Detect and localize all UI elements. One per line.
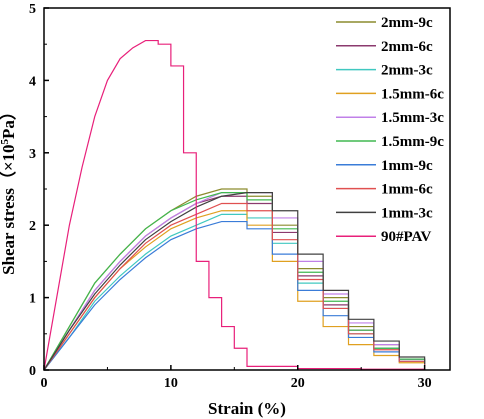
legend-label-7: 1mm-6c <box>381 182 433 198</box>
series-line-9 <box>43 39 426 371</box>
legend-label-8: 1mm-3c <box>381 205 433 221</box>
series-layer <box>43 39 426 371</box>
legend-label-0: 2mm-9c <box>381 15 433 31</box>
x-tick-label-1: 10 <box>164 376 178 391</box>
y-tick-label-4: 4 <box>29 74 36 89</box>
series-line-7 <box>43 202 426 371</box>
series-line-8 <box>43 192 426 371</box>
y-tick-label-0: 0 <box>29 364 36 379</box>
axis-layer: 0 10 20 30 0 1 2 3 4 5 <box>29 2 432 391</box>
x-tick-label-3: 30 <box>418 376 432 391</box>
legend-label-3: 1.5mm-6c <box>381 86 444 102</box>
legend: 2mm-9c 2mm-6c 2mm-3c 1.5mm-6c 1.5mm-3c 1.5mm-… <box>336 15 444 245</box>
y-axis-title-prefix: Shear stress（×10 <box>0 144 18 274</box>
x-tick-label-2: 20 <box>291 376 305 391</box>
y-tick-label-3: 3 <box>29 147 36 162</box>
legend-label-4: 1.5mm-3c <box>381 110 444 126</box>
y-tick-label-2: 2 <box>29 219 36 234</box>
plot-area: 0 10 20 30 0 1 2 3 4 5 <box>29 2 451 391</box>
series-line-5 <box>43 192 426 371</box>
y-axis-title-suffix: Pa） <box>0 103 18 139</box>
legend-label-1: 2mm-6c <box>381 39 433 55</box>
series-line-6 <box>43 220 426 371</box>
legend-label-2: 2mm-3c <box>381 63 433 79</box>
y-axis-title: Shear stress（×105Pa） <box>0 103 18 275</box>
legend-label-9: 90#PAV <box>381 229 431 245</box>
legend-label-6: 1mm-9c <box>381 158 433 174</box>
x-axis-title: Strain (%) <box>208 399 286 418</box>
y-tick-label-1: 1 <box>29 292 36 307</box>
x-tick-label-0: 0 <box>41 376 48 391</box>
series-line-3 <box>43 210 426 371</box>
legend-label-5: 1.5mm-9c <box>381 134 444 150</box>
y-axis-title-sup: 5 <box>0 138 11 144</box>
y-tick-label-5: 5 <box>29 2 36 17</box>
